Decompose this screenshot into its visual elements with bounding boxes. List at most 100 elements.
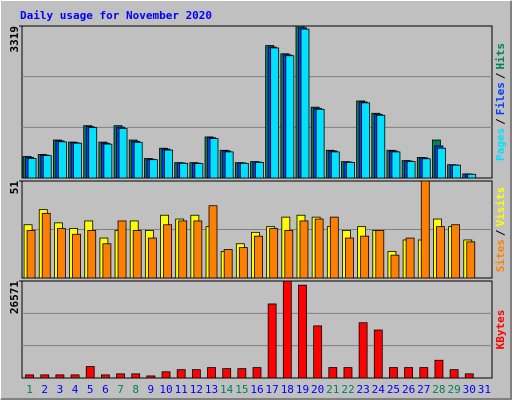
bar	[282, 280, 292, 379]
legend-entry: Sites	[494, 239, 507, 272]
bar	[148, 159, 158, 179]
x-tick-label: 3	[57, 383, 64, 396]
x-tick-label: 4	[72, 383, 79, 396]
x-tick-label: 31	[478, 383, 491, 396]
bar	[194, 163, 204, 179]
bar	[147, 237, 157, 279]
bar	[252, 367, 262, 379]
x-tick-label: 28	[432, 383, 445, 396]
bar	[117, 220, 127, 279]
bar	[224, 151, 234, 179]
bar	[313, 325, 323, 379]
x-tick-label: 6	[102, 383, 109, 396]
chart-title: Daily usage for November 2020	[20, 9, 212, 22]
bar	[360, 235, 370, 279]
bar	[346, 162, 355, 179]
bar	[420, 180, 430, 279]
bar	[419, 367, 429, 379]
legend-separator: /	[494, 118, 507, 125]
bar	[191, 369, 201, 379]
bar	[437, 147, 446, 179]
bar	[103, 143, 113, 179]
bar	[207, 367, 216, 379]
legend-separator: /	[494, 72, 507, 79]
x-tick-label: 21	[326, 383, 339, 396]
x-tick-label: 30	[463, 383, 476, 396]
legend-entry: Files	[494, 82, 507, 115]
bar	[237, 368, 247, 379]
bar	[238, 247, 248, 279]
x-tick-label: 25	[387, 383, 400, 396]
bar	[269, 228, 279, 279]
bar	[146, 375, 156, 379]
bar	[40, 374, 50, 379]
legend-entry: Hits	[494, 43, 507, 70]
x-tick-label: 1	[26, 383, 33, 396]
legend: Sites / Visits	[494, 187, 507, 273]
x-tick-label: 12	[190, 383, 203, 396]
bar	[254, 235, 263, 279]
bar	[285, 55, 295, 179]
bar	[361, 102, 371, 179]
x-tick-label: 10	[159, 383, 172, 396]
x-tick-label: 26	[402, 383, 415, 396]
bar	[328, 367, 338, 379]
bar	[163, 224, 172, 279]
bar	[133, 141, 143, 179]
bar	[345, 237, 354, 279]
bar	[391, 151, 401, 179]
bar	[70, 374, 80, 379]
bar	[208, 205, 218, 279]
bar	[131, 373, 141, 379]
bar	[222, 368, 232, 379]
bar	[449, 369, 459, 379]
x-tick-label: 13	[205, 383, 218, 396]
bar	[358, 322, 368, 379]
bar	[41, 212, 51, 279]
bar	[26, 230, 36, 279]
x-tick-label: 5	[87, 383, 94, 396]
bar	[451, 224, 460, 279]
bar	[73, 142, 82, 179]
bar	[209, 138, 219, 179]
bar	[178, 220, 188, 279]
bar	[87, 230, 97, 279]
legend: Pages / Files / Hits	[494, 43, 507, 161]
bar	[58, 141, 67, 179]
bar	[404, 367, 414, 379]
bar	[466, 241, 476, 279]
legend-entry: KBytes	[494, 310, 507, 350]
bar	[343, 367, 353, 379]
bar	[27, 158, 37, 179]
x-tick-label: 20	[311, 383, 324, 396]
bar	[132, 230, 142, 279]
x-tick-label: 2	[41, 383, 48, 396]
bar	[193, 220, 203, 279]
plot-area	[21, 280, 493, 379]
x-tick-label: 27	[417, 383, 430, 396]
x-tick-label: 24	[372, 383, 386, 396]
bar	[161, 371, 171, 379]
bar	[406, 161, 416, 179]
bar	[330, 151, 340, 179]
x-tick-label: 29	[447, 383, 460, 396]
y-tick-label: 51	[8, 181, 21, 195]
bar	[376, 114, 386, 179]
bar	[255, 162, 264, 179]
bar	[223, 249, 233, 279]
x-tick-label: 7	[117, 383, 124, 396]
bar	[299, 220, 309, 279]
bar	[389, 367, 398, 379]
bar	[72, 233, 81, 279]
bar	[300, 28, 310, 179]
bar	[42, 155, 52, 179]
bar	[464, 373, 474, 379]
bar	[267, 303, 277, 379]
legend-entry: Visits	[494, 187, 507, 227]
x-tick-label: 18	[281, 383, 294, 396]
x-tick-label: 15	[235, 383, 248, 396]
legend-separator: /	[494, 229, 507, 236]
bar	[315, 108, 325, 179]
x-tick-label: 9	[148, 383, 155, 396]
